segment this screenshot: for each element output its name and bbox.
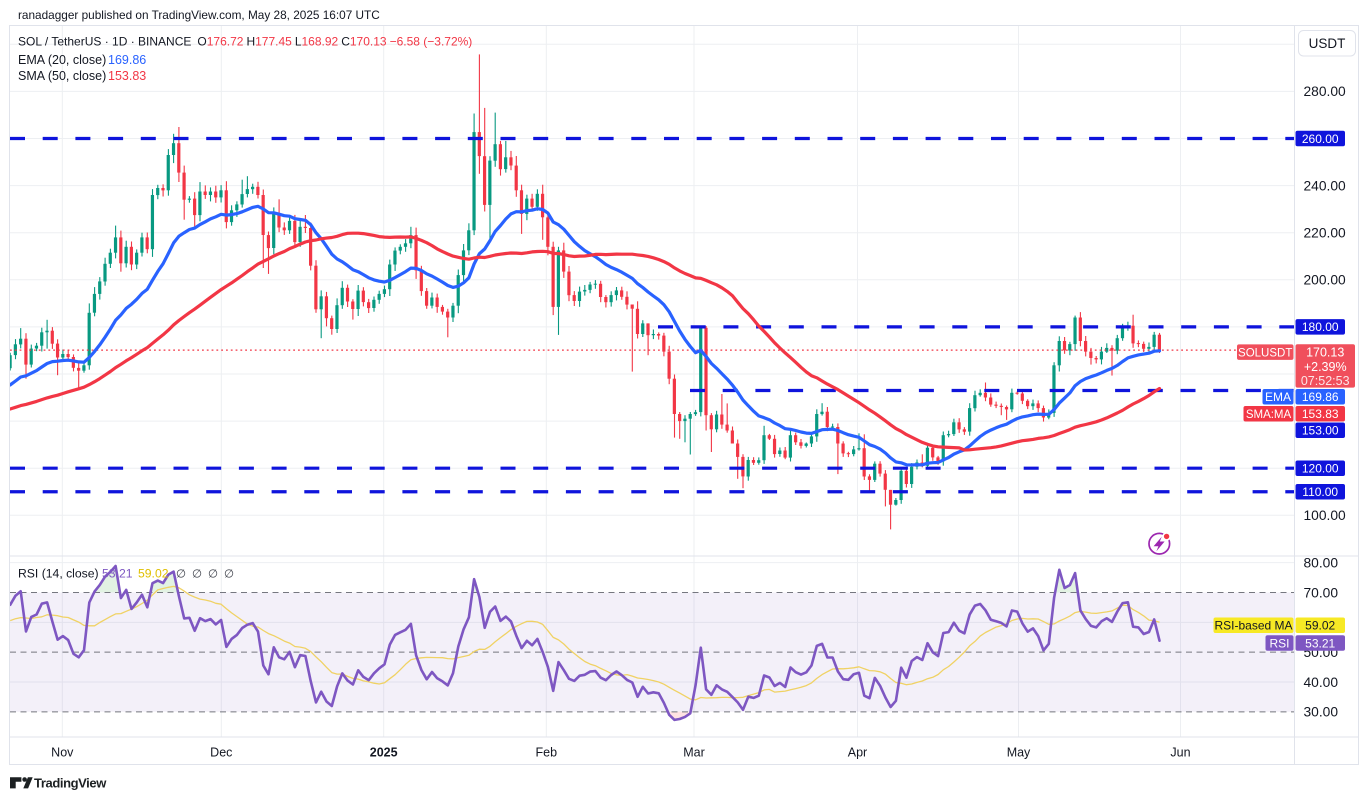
svg-text:∅: ∅ — [208, 569, 218, 581]
svg-text:30.00: 30.00 — [1304, 705, 1339, 720]
svg-text:RSI-based MA: RSI-based MA — [1214, 619, 1292, 633]
svg-text:240.00: 240.00 — [1304, 178, 1347, 193]
svg-text:07:52:53: 07:52:53 — [1301, 374, 1350, 388]
svg-text:EMA (20, close): EMA (20, close) — [18, 53, 106, 67]
svg-text:SOLUSDT: SOLUSDT — [1238, 347, 1292, 359]
svg-text:+2.39%: +2.39% — [1304, 360, 1347, 374]
svg-text:Nov: Nov — [51, 746, 74, 760]
svg-text:2025: 2025 — [370, 746, 398, 760]
svg-text:40.00: 40.00 — [1304, 675, 1339, 690]
svg-text:180.00: 180.00 — [1302, 320, 1339, 334]
svg-text:Mar: Mar — [683, 746, 705, 760]
svg-text:∅: ∅ — [192, 569, 202, 581]
svg-text:SOL / TetherUS · 1D · BINANCE: SOL / TetherUS · 1D · BINANCE O176.72 H1… — [18, 35, 472, 49]
svg-text:∅: ∅ — [224, 569, 234, 581]
svg-text:70.00: 70.00 — [1304, 585, 1339, 600]
svg-text:EMA: EMA — [1265, 390, 1291, 404]
svg-text:59.02: 59.02 — [1305, 619, 1335, 633]
svg-text:280.00: 280.00 — [1304, 84, 1347, 99]
svg-text:100.00: 100.00 — [1304, 508, 1347, 523]
svg-text:220.00: 220.00 — [1304, 226, 1347, 241]
svg-text:260.00: 260.00 — [1302, 132, 1339, 146]
svg-text:Jun: Jun — [1170, 746, 1190, 760]
svg-text:USDT: USDT — [1309, 36, 1346, 51]
svg-text:∅: ∅ — [176, 569, 186, 581]
svg-text:169.86: 169.86 — [108, 53, 146, 67]
svg-text:ranadagger published on Tradin: ranadagger published on TradingView.com,… — [18, 8, 380, 22]
svg-text:Apr: Apr — [848, 746, 867, 760]
svg-text:53.21: 53.21 — [1305, 636, 1335, 650]
svg-text:Feb: Feb — [536, 746, 558, 760]
svg-text:SMA:MA: SMA:MA — [1246, 409, 1292, 421]
svg-text:TradingView: TradingView — [34, 776, 107, 791]
svg-text:SMA (50, close): SMA (50, close) — [18, 69, 106, 83]
svg-text:169.86: 169.86 — [1302, 390, 1339, 404]
svg-text:153.83: 153.83 — [1302, 407, 1339, 421]
svg-text:Dec: Dec — [210, 746, 232, 760]
svg-text:120.00: 120.00 — [1302, 462, 1339, 476]
svg-text:170.13: 170.13 — [1306, 345, 1344, 359]
svg-text:200.00: 200.00 — [1304, 273, 1347, 288]
svg-text:59.02: 59.02 — [138, 567, 169, 581]
svg-text:May: May — [1007, 746, 1031, 760]
svg-text:53.21: 53.21 — [102, 567, 133, 581]
svg-text:RSI: RSI — [1269, 636, 1289, 650]
svg-text:153.83: 153.83 — [108, 69, 146, 83]
svg-text:110.00: 110.00 — [1302, 485, 1338, 499]
svg-text:153.00: 153.00 — [1302, 424, 1339, 438]
svg-text:RSI (14, close): RSI (14, close) — [18, 567, 99, 581]
svg-text:80.00: 80.00 — [1304, 556, 1339, 571]
